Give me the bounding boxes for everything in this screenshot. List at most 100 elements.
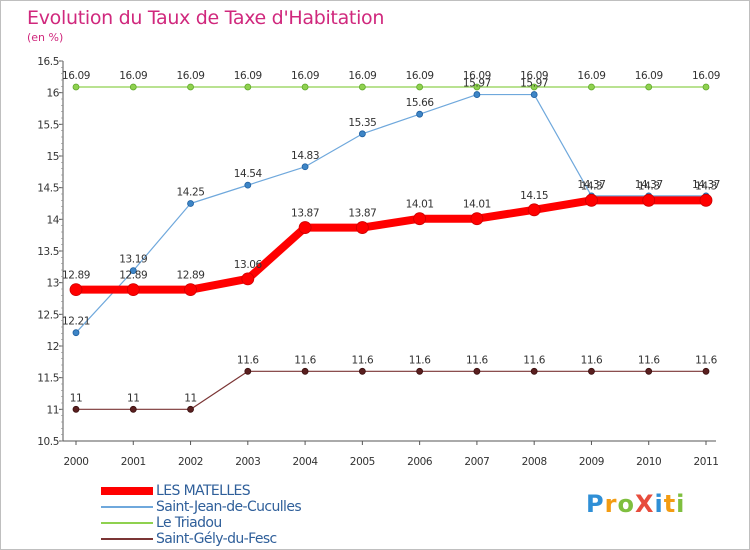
legend-item: Saint-Gély-du-Fesc — [101, 531, 361, 547]
data-label: 15.66 — [406, 97, 435, 109]
data-label: 14.37 — [692, 179, 720, 191]
legend-label: Saint-Gély-du-Fesc — [156, 531, 277, 547]
data-point — [585, 193, 598, 207]
data-point — [702, 367, 710, 375]
data-label: 11.6 — [523, 354, 545, 366]
series-2 — [72, 83, 710, 91]
data-point — [69, 283, 83, 297]
data-label: 16.09 — [348, 70, 376, 82]
data-point — [184, 283, 197, 297]
data-label: 11.6 — [695, 354, 717, 366]
y-tick-label: 10.5 — [37, 436, 59, 448]
data-point — [416, 367, 424, 375]
data-label: 11.6 — [638, 354, 660, 366]
y-tick-label: 14.5 — [37, 183, 59, 195]
data-label: 16.09 — [119, 70, 147, 82]
data-point — [244, 367, 252, 375]
data-label: 15.35 — [348, 117, 376, 129]
chart-title: Evolution du Taux de Taxe d'Habitation — [27, 7, 385, 29]
series-1 — [72, 91, 710, 337]
series-line — [76, 196, 706, 294]
x-tick-label: 2008 — [522, 456, 547, 468]
data-label: 15.97 — [520, 78, 548, 90]
data-point — [473, 91, 481, 98]
data-label: 14.37 — [635, 179, 663, 191]
data-point — [358, 367, 366, 375]
data-point — [129, 405, 137, 413]
data-label: 11.6 — [581, 354, 603, 366]
data-point — [530, 83, 538, 91]
data-point — [358, 83, 366, 91]
data-label: 12.89 — [119, 270, 147, 282]
data-point — [187, 405, 194, 413]
data-label: 14.01 — [463, 199, 491, 211]
data-point — [416, 83, 424, 91]
data-label: 16.09 — [234, 70, 262, 82]
legend-label: LES MATELLES — [156, 483, 251, 499]
data-point — [72, 83, 80, 91]
chart-unit: (en %) — [27, 31, 64, 44]
line-chart: 10.5 11 11.5 12 12.5 13 13.5 14 14.5 15 15.5 16 16.5… — [37, 56, 720, 468]
data-label: 11 — [70, 392, 83, 404]
data-label: 14.37 — [577, 179, 605, 191]
series-3 — [72, 367, 710, 413]
x-tick-label: 2002 — [178, 456, 203, 468]
data-label: 11.6 — [466, 354, 488, 366]
data-point — [241, 272, 255, 286]
data-label: 11 — [127, 392, 140, 404]
data-point — [645, 83, 653, 91]
data-point — [416, 110, 424, 118]
y-tick-label: 16 — [46, 88, 59, 100]
data-point — [72, 329, 80, 337]
data-point — [642, 193, 656, 207]
x-tick-label: 2005 — [350, 456, 375, 468]
data-point — [699, 193, 713, 207]
data-label: 16.09 — [463, 70, 491, 82]
legend-item: Le Triadou — [101, 515, 361, 531]
y-tick-label: 11.5 — [37, 373, 59, 385]
data-point — [358, 130, 366, 138]
data-point — [244, 181, 252, 189]
data-point — [527, 203, 541, 217]
legend-swatch — [101, 506, 153, 508]
x-tick-label: 2009 — [579, 456, 604, 468]
data-point — [645, 367, 653, 375]
series-layer — [69, 83, 713, 413]
series-line — [76, 370, 706, 410]
x-tick-label: 2004 — [293, 456, 319, 468]
legend-swatch — [101, 522, 153, 524]
data-label: 11.6 — [237, 354, 259, 366]
data-point — [187, 200, 194, 207]
data-label: 12.21 — [62, 316, 90, 328]
data-label: 14.83 — [291, 150, 319, 162]
x-tick-label: 2003 — [235, 456, 260, 468]
data-label: 16.09 — [291, 70, 319, 82]
y-tick-label: 12.5 — [37, 309, 59, 321]
data-label: 13.06 — [234, 259, 263, 271]
y-tick-label: 15.5 — [37, 119, 59, 131]
data-label: 13.19 — [119, 254, 147, 266]
data-label: 11.6 — [409, 354, 431, 366]
y-tick-label: 16.5 — [37, 56, 59, 68]
y-tick-label: 13 — [46, 278, 59, 290]
x-tick-label: 2000 — [63, 456, 88, 468]
data-point — [470, 212, 484, 226]
data-point — [588, 367, 595, 375]
x-tick-label: 2001 — [121, 456, 146, 468]
data-label: 12.89 — [62, 270, 90, 282]
data-label: 14.3 — [638, 180, 660, 192]
proxiti-logo: ProXiti — [586, 490, 686, 518]
legend-item: LES MATELLES — [101, 483, 361, 499]
data-label: 14.54 — [234, 168, 263, 180]
y-tick-label: 12 — [46, 341, 59, 353]
y-tick-label: 11 — [46, 404, 59, 416]
series-line — [75, 93, 706, 334]
data-label: 11.6 — [351, 354, 373, 366]
data-label: 13.87 — [291, 208, 319, 220]
data-point — [72, 405, 80, 413]
data-point — [530, 91, 538, 98]
chart-axes: 10.5 11 11.5 12 12.5 13 13.5 14 14.5 15 15.5 16 16.5… — [37, 56, 719, 468]
data-label: 12.89 — [177, 270, 205, 282]
x-tick-label: 2010 — [636, 456, 661, 468]
